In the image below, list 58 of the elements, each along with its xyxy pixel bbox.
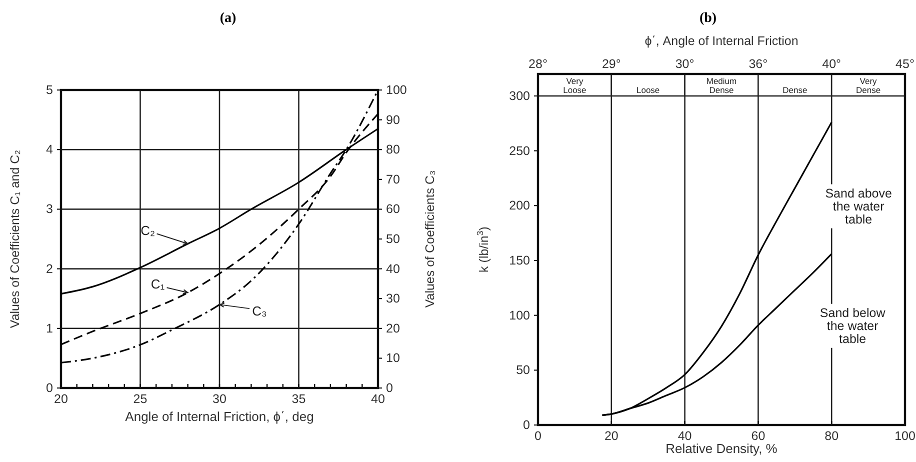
x-tick-label: 30 bbox=[212, 392, 226, 406]
y2-tick-label: 70 bbox=[386, 172, 400, 186]
x-tick-label: 40 bbox=[678, 428, 692, 443]
y2-axis-title: Values of Coefficients C₃ bbox=[423, 170, 437, 308]
band-label: Dense bbox=[782, 84, 808, 95]
y2-tick-label: 30 bbox=[386, 292, 400, 306]
y-tick-label: 150 bbox=[509, 253, 530, 268]
y2-tick-label: 0 bbox=[386, 381, 393, 395]
band-label: Loose bbox=[636, 84, 660, 95]
band-label: Medium Dense bbox=[706, 76, 737, 95]
y-tick-label: 3 bbox=[46, 202, 54, 216]
text: 40° bbox=[822, 57, 842, 71]
y-tick-label: 1 bbox=[46, 321, 54, 336]
y-tick-label: 0 bbox=[46, 381, 54, 395]
y2-tick-label: 100 bbox=[386, 83, 407, 97]
y2-tick-label: 60 bbox=[386, 202, 400, 216]
y-tick-label: 100 bbox=[509, 308, 530, 322]
text: 30° bbox=[675, 57, 694, 71]
x-tick-label: 40 bbox=[371, 392, 385, 406]
y-tick-label: 5 bbox=[46, 83, 54, 97]
x-tick-label: 80 bbox=[824, 428, 839, 443]
y-tick-label: 4 bbox=[46, 142, 54, 157]
text: Sand below the water table bbox=[820, 306, 886, 346]
y2-tick-label: 20 bbox=[386, 321, 400, 336]
y-tick-label: 250 bbox=[509, 144, 530, 158]
text: Sand above the water table bbox=[825, 186, 892, 226]
x-tick-label: 100 bbox=[894, 428, 916, 443]
y-tick-label: 2 bbox=[46, 262, 54, 276]
x-tick-label: 20 bbox=[54, 392, 68, 406]
series-label: C₁ bbox=[150, 277, 166, 292]
x-tick-label: 25 bbox=[133, 392, 148, 406]
x-axis-title: Angle of Internal Friction, ϕ΄, deg bbox=[125, 409, 314, 424]
y-tick-label: 200 bbox=[509, 198, 530, 213]
text: 36° bbox=[748, 57, 768, 71]
y2-tick-label: 90 bbox=[386, 112, 400, 127]
x-tick-label: 35 bbox=[292, 392, 306, 406]
y2-tick-label: 80 bbox=[386, 142, 400, 157]
y2-tick-label: 50 bbox=[386, 232, 400, 246]
y-tick-label: 0 bbox=[523, 418, 530, 432]
x-tick-label: 0 bbox=[534, 428, 542, 443]
y-tick-label: 300 bbox=[509, 88, 530, 103]
band-label: Very Loose bbox=[563, 76, 587, 95]
x-tick-label: 60 bbox=[751, 428, 766, 443]
chart-title: (a) bbox=[220, 11, 236, 26]
series-label: C₃ bbox=[252, 304, 267, 319]
y2-tick-label: 10 bbox=[386, 351, 400, 366]
y-axis-title: Values of Coefficients C₁ and C₂ bbox=[8, 150, 22, 328]
text: 45° bbox=[896, 57, 914, 71]
text: 29° bbox=[602, 57, 621, 71]
band-label: Very Dense bbox=[856, 76, 881, 95]
x-tick-label: 20 bbox=[604, 428, 618, 443]
x-axis-title: Relative Density, % bbox=[666, 441, 778, 456]
text: 28° bbox=[528, 57, 548, 71]
chart-title: (b) bbox=[699, 11, 717, 26]
x2-axis-title: ϕ΄, Angle of Internal Friction bbox=[644, 34, 798, 48]
series-label: C₂ bbox=[140, 223, 156, 238]
y2-tick-label: 40 bbox=[386, 262, 400, 276]
y-tick-label: 50 bbox=[516, 363, 530, 378]
